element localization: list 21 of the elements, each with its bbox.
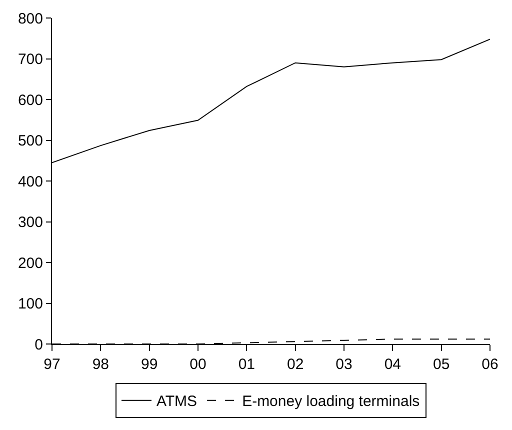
y-tick-label: 500	[18, 132, 43, 150]
y-tick-label: 300	[18, 214, 43, 231]
y-tick-label: 600	[18, 92, 43, 109]
x-tick-label: 01	[238, 356, 256, 373]
x-tick-label: 99	[140, 356, 158, 373]
y-tick-label: 200	[18, 254, 43, 272]
x-tick-label: 04	[384, 356, 402, 373]
legend-label: ATMS	[156, 393, 198, 410]
x-tick-label: 00	[190, 356, 206, 373]
x-tick-label: 05	[432, 356, 450, 373]
legend-label: E-money loading terminals	[242, 393, 420, 410]
y-tick-label: 100	[18, 296, 43, 312]
x-tick-label: 03	[336, 356, 352, 373]
x-tick-label: 02	[286, 356, 304, 373]
y-tick-label: 0	[34, 336, 43, 354]
x-tick-label: 97	[44, 356, 60, 373]
x-tick-label: 06	[482, 356, 498, 373]
x-tick-label: 98	[92, 356, 110, 373]
y-tick-label: 400	[18, 173, 43, 190]
y-tick-label: 800	[18, 10, 43, 28]
y-tick-label: 700	[18, 51, 43, 68]
